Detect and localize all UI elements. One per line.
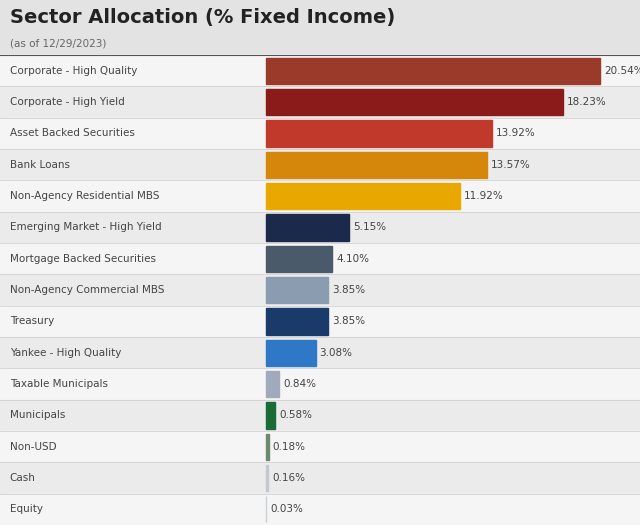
Bar (0, 212, 640, 243)
Text: 18.23%: 18.23% (566, 97, 606, 107)
Text: Equity: Equity (10, 505, 43, 514)
Text: Yankee - High Quality: Yankee - High Quality (10, 348, 121, 358)
Text: Sector Allocation (% Fixed Income): Sector Allocation (% Fixed Income) (10, 8, 395, 27)
Bar (0, 149, 640, 181)
Bar (266, 277, 328, 303)
Bar (266, 434, 269, 460)
Text: 13.57%: 13.57% (490, 160, 531, 170)
Bar (0, 275, 640, 306)
Text: 0.16%: 0.16% (272, 473, 305, 483)
Bar (0, 118, 640, 149)
Bar (0, 87, 640, 118)
Text: Corporate - High Quality: Corporate - High Quality (10, 66, 137, 76)
Bar (0, 306, 640, 337)
Text: 13.92%: 13.92% (496, 129, 536, 139)
Bar (266, 152, 486, 178)
Bar (0, 55, 640, 87)
Text: Taxable Municipals: Taxable Municipals (10, 379, 108, 389)
Text: Mortgage Backed Securities: Mortgage Backed Securities (10, 254, 156, 264)
Bar (0, 181, 640, 212)
Bar (266, 340, 316, 366)
Bar (0, 369, 640, 400)
Bar (266, 246, 332, 272)
Text: Cash: Cash (10, 473, 35, 483)
Text: 4.10%: 4.10% (336, 254, 369, 264)
Bar (266, 120, 492, 146)
Bar (266, 58, 600, 84)
Text: Non-USD: Non-USD (10, 442, 56, 452)
Text: Municipals: Municipals (10, 411, 65, 421)
Bar (266, 89, 563, 116)
Text: Emerging Market - High Yield: Emerging Market - High Yield (10, 223, 161, 233)
Bar (0, 400, 640, 431)
Text: Bank Loans: Bank Loans (10, 160, 70, 170)
Text: Non-Agency Commercial MBS: Non-Agency Commercial MBS (10, 285, 164, 295)
Text: 3.08%: 3.08% (319, 348, 353, 358)
Bar (0, 431, 640, 463)
Bar (266, 214, 349, 240)
Bar (0, 494, 640, 525)
Text: 3.85%: 3.85% (332, 285, 365, 295)
Bar (266, 371, 279, 397)
Text: 0.18%: 0.18% (273, 442, 305, 452)
Text: 20.54%: 20.54% (604, 66, 640, 76)
Text: Asset Backed Securities: Asset Backed Securities (10, 129, 134, 139)
Bar (0, 463, 640, 493)
Bar (0, 337, 640, 369)
Text: (as of 12/29/2023): (as of 12/29/2023) (10, 39, 106, 49)
Text: 5.15%: 5.15% (353, 223, 387, 233)
Text: 0.03%: 0.03% (270, 505, 303, 514)
Text: 3.85%: 3.85% (332, 317, 365, 327)
Bar (266, 465, 268, 491)
Bar (266, 308, 328, 334)
Text: 11.92%: 11.92% (463, 191, 504, 201)
Bar (266, 402, 275, 428)
Text: Corporate - High Yield: Corporate - High Yield (10, 97, 124, 107)
Text: Non-Agency Residential MBS: Non-Agency Residential MBS (10, 191, 159, 201)
Bar (266, 183, 460, 209)
Bar (0, 243, 640, 275)
Text: 0.84%: 0.84% (283, 379, 316, 389)
Text: 0.58%: 0.58% (279, 411, 312, 421)
Text: Treasury: Treasury (10, 317, 54, 327)
